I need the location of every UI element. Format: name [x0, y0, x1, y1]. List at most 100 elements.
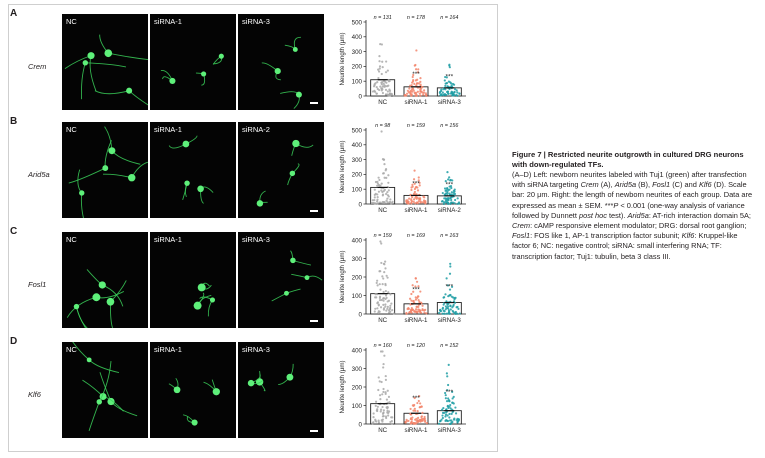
category-label: NC	[378, 317, 387, 324]
data-point	[381, 85, 384, 88]
data-point	[415, 185, 418, 189]
cell-body	[104, 49, 113, 58]
data-point	[417, 68, 420, 71]
data-point	[418, 406, 421, 409]
data-point	[412, 404, 415, 407]
cell-body	[79, 190, 85, 196]
data-point	[411, 183, 414, 186]
data-point	[417, 176, 420, 179]
cell-body	[184, 180, 190, 186]
data-point	[374, 202, 377, 205]
data-point	[386, 201, 389, 204]
data-point	[417, 416, 420, 419]
data-point	[415, 421, 418, 425]
data-point	[425, 422, 429, 425]
data-point	[378, 55, 381, 58]
data-point	[448, 66, 451, 69]
data-point	[449, 265, 452, 268]
y-tick-label: 200	[352, 64, 363, 71]
micrograph-label: siRNA-2	[242, 125, 270, 134]
data-point	[442, 202, 445, 206]
data-point	[443, 411, 446, 414]
data-point	[457, 307, 460, 311]
data-point	[437, 422, 441, 425]
data-point	[414, 202, 417, 205]
data-point	[381, 283, 384, 286]
data-point	[409, 84, 412, 87]
chart-svg: 0 100 200 300 400 500 Neurite length (μm) n = 1…	[339, 15, 466, 106]
data-point	[383, 84, 386, 87]
data-point	[449, 81, 452, 84]
data-point	[416, 196, 419, 199]
data-point	[392, 94, 396, 97]
data-point	[384, 80, 387, 83]
data-point	[448, 412, 451, 416]
panel-letter: D	[10, 336, 18, 347]
data-point	[411, 75, 414, 79]
data-point	[406, 92, 409, 95]
data-point	[374, 400, 378, 403]
data-point	[444, 88, 447, 91]
data-point	[440, 93, 443, 96]
caption-gene: Fosl1	[652, 180, 671, 190]
data-point	[382, 303, 385, 306]
data-point	[450, 412, 453, 415]
data-point	[373, 310, 376, 313]
data-point	[376, 408, 379, 411]
micrograph-label: NC	[66, 235, 77, 244]
data-point	[412, 200, 415, 203]
data-point	[380, 298, 383, 302]
data-point	[380, 83, 383, 86]
chart-svg: 0 100 200 300 400 Neurite length (μm) n = 160 N…	[339, 343, 466, 434]
data-point	[425, 312, 428, 315]
data-point	[416, 401, 419, 405]
data-point	[405, 94, 408, 97]
data-point	[456, 420, 459, 423]
y-tick-label: 0	[359, 201, 363, 208]
data-point	[381, 420, 384, 423]
data-point	[447, 363, 450, 367]
data-point	[416, 189, 420, 192]
data-point	[376, 307, 379, 310]
n-label: n = 164	[440, 15, 458, 21]
data-point	[384, 392, 387, 395]
data-point	[382, 172, 385, 175]
y-axis-label: Neurite length (μm)	[339, 140, 346, 193]
data-point	[377, 68, 380, 71]
data-point	[415, 305, 418, 308]
data-point	[388, 401, 391, 404]
data-point	[376, 184, 379, 187]
data-point	[377, 176, 380, 179]
data-point	[376, 279, 379, 282]
data-point	[453, 190, 456, 193]
data-point	[413, 91, 416, 94]
data-point	[384, 374, 387, 378]
data-point	[379, 288, 382, 291]
data-point	[419, 201, 422, 204]
caption-p: P	[613, 200, 619, 210]
data-point	[378, 178, 381, 182]
data-point	[454, 312, 457, 316]
caption-gene: Arid5a	[627, 210, 649, 220]
data-point	[443, 310, 446, 313]
data-point	[417, 298, 420, 302]
data-point	[378, 283, 381, 286]
cell-body	[274, 68, 281, 75]
n-label: n = 131	[374, 15, 392, 21]
cell-body	[173, 386, 181, 394]
data-point	[421, 91, 424, 94]
data-point	[412, 178, 416, 181]
data-point	[417, 308, 420, 311]
data-point	[413, 190, 416, 194]
data-point	[406, 307, 409, 311]
data-point	[410, 420, 413, 424]
data-point	[453, 188, 456, 191]
data-point	[378, 67, 381, 70]
cell-body	[292, 139, 300, 148]
data-point	[375, 281, 378, 285]
y-axis-label: Neurite length (μm)	[339, 32, 346, 85]
data-point	[413, 396, 416, 400]
data-point	[446, 92, 450, 95]
n-label: n = 152	[440, 343, 458, 349]
data-point	[378, 310, 381, 313]
